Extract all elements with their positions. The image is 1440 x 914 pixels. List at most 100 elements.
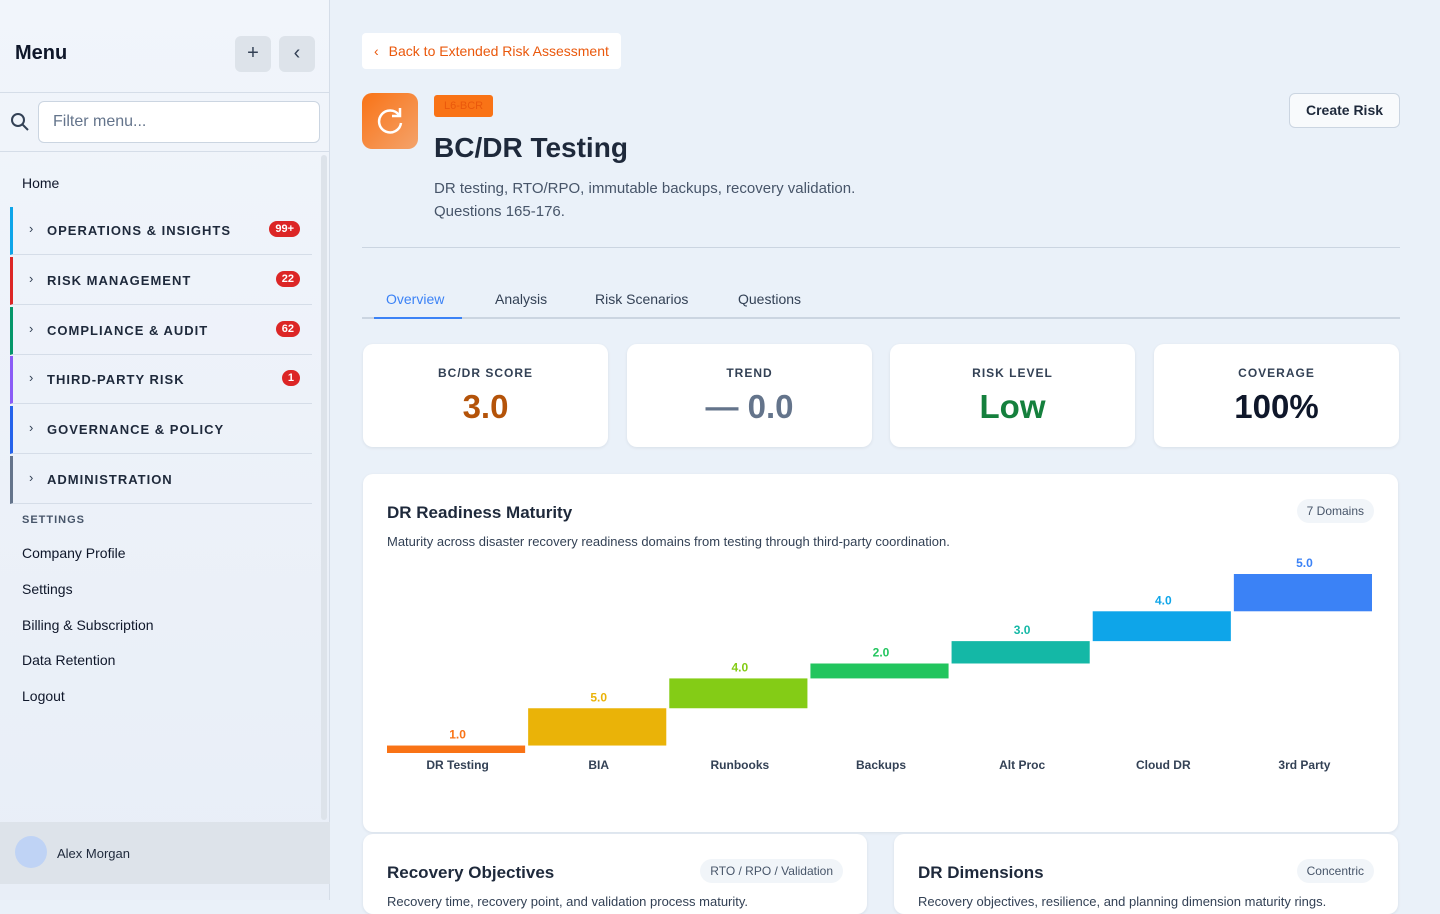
chart-card: DR Dimensions Concentric Recovery objectiv…	[894, 834, 1398, 914]
divider	[362, 247, 1400, 248]
x-tick-label: Backups	[856, 758, 906, 772]
create-risk-button[interactable]: Create Risk	[1289, 93, 1400, 128]
kpi-card: TREND — 0.0	[627, 344, 872, 447]
refresh-icon	[377, 108, 403, 134]
user-name: Alex Morgan	[57, 846, 130, 861]
nav-label: RISK MANAGEMENT	[47, 272, 192, 288]
home-link[interactable]: Home	[22, 175, 60, 191]
settings-link[interactable]: Data Retention	[22, 652, 116, 669]
x-tick-label: 3rd Party	[1278, 758, 1330, 772]
value-label: 4.0	[1155, 593, 1172, 607]
x-tick-label: BIA	[588, 758, 609, 772]
chevron: ›	[29, 221, 34, 236]
nav-badge: 99+	[269, 221, 300, 237]
maturity-card: DR Readiness Maturity 7 Domains Maturity…	[363, 474, 1398, 832]
chevron: ›	[29, 370, 34, 386]
x-tick-label: Cloud DR	[1136, 758, 1191, 772]
settings-link[interactable]: Logout	[22, 688, 65, 705]
menu-title: Menu	[15, 42, 68, 64]
kpi-value: 100%	[1234, 388, 1319, 425]
card-title: DR Dimensions	[918, 863, 1044, 882]
chevron: ›	[29, 470, 34, 485]
bar	[1233, 574, 1372, 612]
nav-badge: 22	[275, 270, 300, 287]
tab[interactable]: Questions	[738, 291, 802, 307]
nav-label: COMPLIANCE & AUDIT	[47, 322, 209, 338]
card-badge: RTO / RPO / Validation	[700, 859, 843, 883]
settings-heading: SETTINGS	[22, 514, 86, 526]
tab-underline	[374, 317, 462, 319]
settings-link[interactable]: Settings	[22, 580, 73, 597]
avatar	[15, 836, 47, 868]
value-label: 5.0	[590, 690, 607, 704]
user-bar[interactable]: Alex Morgan	[0, 822, 330, 884]
bar	[528, 708, 667, 746]
card-title: Recovery Objectives	[387, 863, 555, 882]
bar	[669, 678, 808, 709]
nav-label: ADMINISTRATION	[47, 472, 173, 487]
card-subtitle: Maturity across disaster recovery readin…	[387, 534, 950, 549]
chevron: ›	[29, 420, 34, 436]
kpi-label: TREND	[726, 366, 773, 380]
bar	[951, 641, 1090, 664]
value-label: 3.0	[1014, 623, 1031, 637]
bar	[387, 745, 526, 753]
kpi-value: — 0.0	[705, 388, 794, 425]
questions: Questions 165-176.	[434, 203, 565, 220]
tab[interactable]: Analysis	[495, 291, 548, 307]
add-button[interactable]: +	[235, 36, 271, 72]
chart-card: Recovery Objectives RTO / RPO / Validatio…	[363, 834, 867, 914]
settings-link[interactable]: Billing & Subscription	[22, 616, 154, 633]
chevron: ›	[29, 320, 34, 336]
kpi-value: Low	[979, 388, 1046, 425]
scrollbar	[321, 155, 327, 820]
description: DR testing, RTO/RPO, immutable backups, …	[434, 180, 856, 197]
nav-group[interactable]: › RISK MANAGEMENT 22	[10, 256, 312, 305]
page-icon	[362, 93, 418, 149]
kpi-card: RISK LEVEL Low	[890, 344, 1135, 447]
nav-group[interactable]: › COMPLIANCE & AUDIT 62	[10, 306, 312, 355]
filter-input[interactable]: Filter menu...	[38, 101, 320, 143]
code-badge: L6-BCR	[434, 95, 494, 117]
x-tick-label: Alt Proc	[999, 758, 1045, 772]
divider	[0, 151, 330, 152]
divider	[0, 92, 330, 93]
page-title: BC/DR Testing	[434, 132, 628, 163]
value-label: 1.0	[449, 728, 466, 742]
kpi-label: RISK LEVEL	[972, 366, 1053, 380]
chevron: ›	[29, 270, 34, 286]
tab[interactable]: Risk Scenarios	[595, 291, 689, 307]
nav-label: THIRD-PARTY RISK	[47, 372, 185, 388]
kpi-label: COVERAGE	[1238, 366, 1315, 380]
card-badge: Concentric	[1296, 859, 1374, 883]
nav-badge: 1	[281, 370, 300, 387]
kpi-card: COVERAGE 100%	[1154, 344, 1399, 447]
nav-group[interactable]: › GOVERNANCE & POLICY	[10, 406, 312, 455]
nav-label: OPERATIONS & INSIGHTS	[47, 223, 231, 238]
value-label: 4.0	[732, 660, 749, 674]
back-link-text: Back to Extended Risk Assessment	[388, 43, 609, 59]
bar	[810, 663, 949, 679]
search-icon	[11, 113, 29, 131]
nav-group[interactable]: › ADMINISTRATION	[10, 456, 312, 504]
bar	[1092, 611, 1231, 642]
collapse-button[interactable]: ‹	[279, 36, 315, 72]
card-subtitle: Recovery objectives, resilience, and pla…	[918, 894, 1327, 909]
settings-link[interactable]: Company Profile	[22, 545, 126, 561]
value-label: 5.0	[1296, 556, 1313, 570]
nav-label: GOVERNANCE & POLICY	[47, 422, 225, 438]
nav-group[interactable]: › THIRD-PARTY RISK 1	[10, 356, 312, 405]
card-badge: 7 Domains	[1296, 499, 1374, 523]
nav-group[interactable]: › OPERATIONS & INSIGHTS 99+	[10, 207, 312, 255]
value-label: 2.0	[873, 646, 890, 660]
waterfall-chart: 1.0 DR Testing 5.0 BIA 4.0 Runbooks 2.0 Backups…	[387, 556, 1372, 772]
kpi-label: BC/DR SCORE	[437, 366, 533, 380]
x-tick-label: DR Testing	[426, 758, 488, 772]
card-title: DR Readiness Maturity	[387, 503, 573, 522]
card-subtitle: Recovery time, recovery point, and valid…	[387, 894, 749, 909]
back-link[interactable]: ‹ Back to Extended Risk Assessment	[362, 33, 621, 69]
sidebar: Menu + ‹ Filter menu... Home SETTINGS Al…	[0, 0, 330, 900]
kpi-card: BC/DR SCORE 3.0	[363, 344, 608, 447]
tab[interactable]: Overview	[386, 291, 445, 307]
